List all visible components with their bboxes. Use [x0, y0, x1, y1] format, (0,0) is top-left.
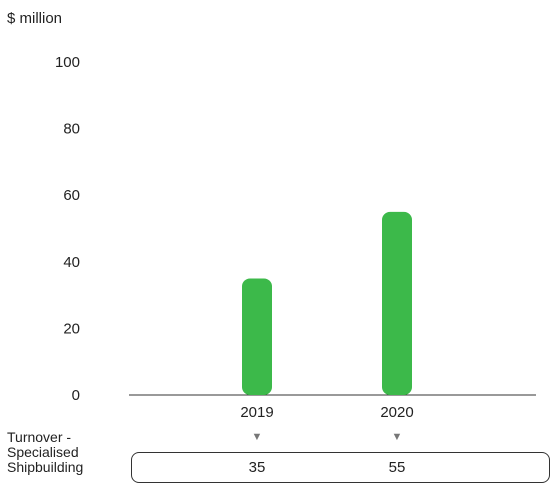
- y-tick-label: 80: [63, 121, 80, 138]
- data-table-value: 35: [248, 459, 266, 476]
- x-tick-label: 2020: [380, 404, 413, 421]
- y-axis-unit-label: $ million: [7, 10, 63, 27]
- bar: [242, 278, 272, 395]
- bar: [382, 211, 412, 395]
- y-tick-label: 60: [63, 187, 80, 204]
- data-table-row-box: [131, 452, 550, 483]
- triangle-down-icon: ▼: [251, 431, 263, 443]
- y-tick-label: 20: [63, 320, 80, 337]
- triangle-down-icon: ▼: [391, 431, 403, 443]
- y-tick-label: 100: [55, 54, 80, 71]
- data-table-value: 55: [388, 459, 406, 476]
- x-tick-label: 2019: [240, 404, 273, 421]
- y-tick-label: 0: [72, 387, 80, 404]
- data-table-row-label: Turnover - Specialised Shipbuilding: [7, 429, 84, 475]
- y-tick-label: 40: [63, 254, 80, 271]
